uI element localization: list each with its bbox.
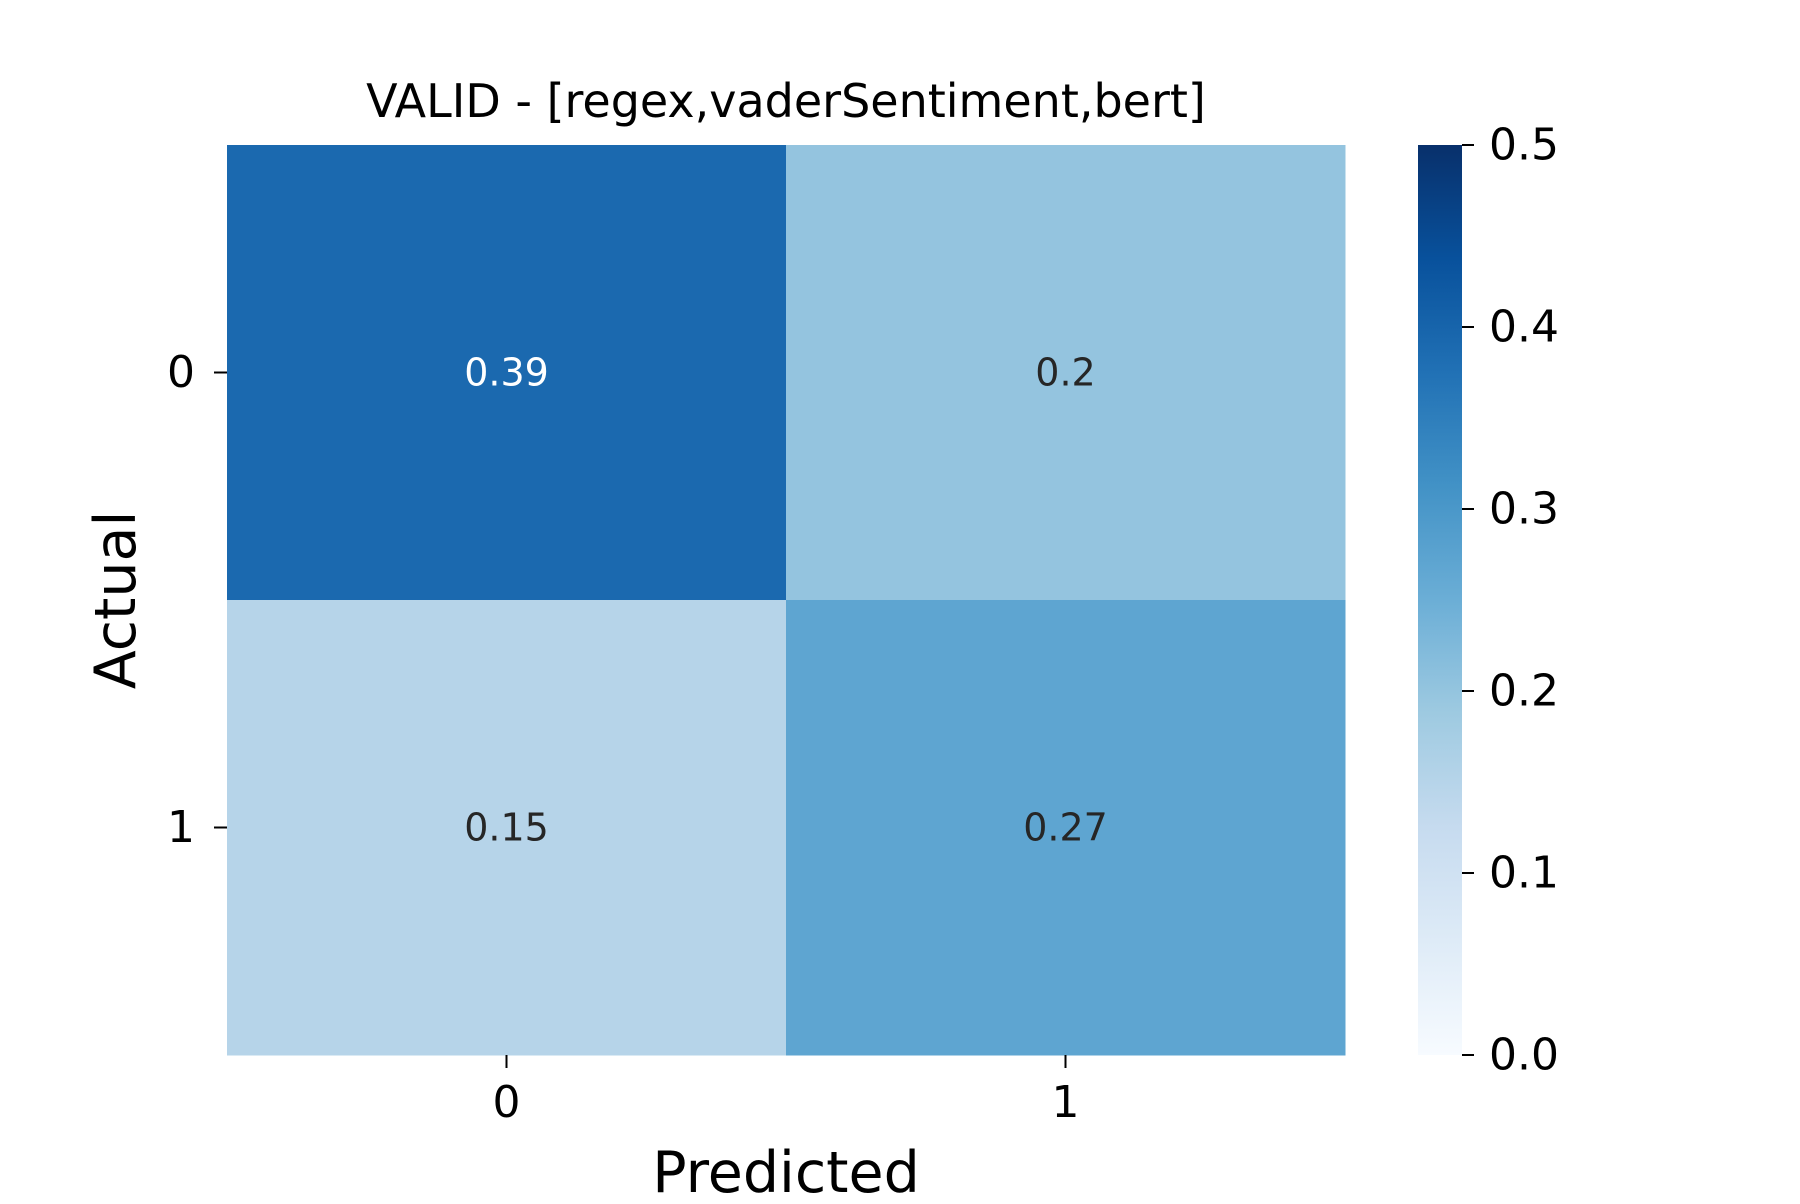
chart-title: VALID - [regex,vaderSentiment,bert] — [366, 74, 1206, 128]
heatmap-cell-1-1 — [786, 600, 1346, 1056]
x-tick-label-0: 0 — [493, 1077, 521, 1128]
cell-value-label-1-1: 0.27 — [1023, 806, 1108, 850]
heatmap-cell-1-0 — [227, 600, 787, 1056]
colorbar-tick-label-2: 0.2 — [1489, 666, 1559, 717]
heatmap-cell-0-0 — [227, 145, 787, 601]
y-axis-label: Actual — [83, 511, 149, 690]
colorbar-tick-label-4: 0.4 — [1489, 302, 1559, 353]
cell-value-label-0-1: 0.2 — [1035, 351, 1095, 395]
cell-value-label-0-0: 0.39 — [464, 351, 549, 395]
y-tick-label-1: 1 — [167, 802, 195, 853]
colorbar-tick-label-5: 0.5 — [1489, 120, 1559, 171]
cell-value-label-1-0: 0.15 — [464, 806, 549, 850]
x-axis-label: Predicted — [652, 1140, 920, 1200]
colorbar — [1418, 145, 1462, 1055]
heatmap-cell-0-1 — [786, 145, 1346, 601]
colorbar-tick-label-3: 0.3 — [1489, 484, 1559, 535]
colorbar-tick-label-0: 0.0 — [1489, 1030, 1559, 1081]
y-tick-label-0: 0 — [167, 347, 195, 398]
colorbar-tick-label-1: 0.1 — [1489, 848, 1559, 899]
x-tick-label-1: 1 — [1052, 1077, 1080, 1128]
